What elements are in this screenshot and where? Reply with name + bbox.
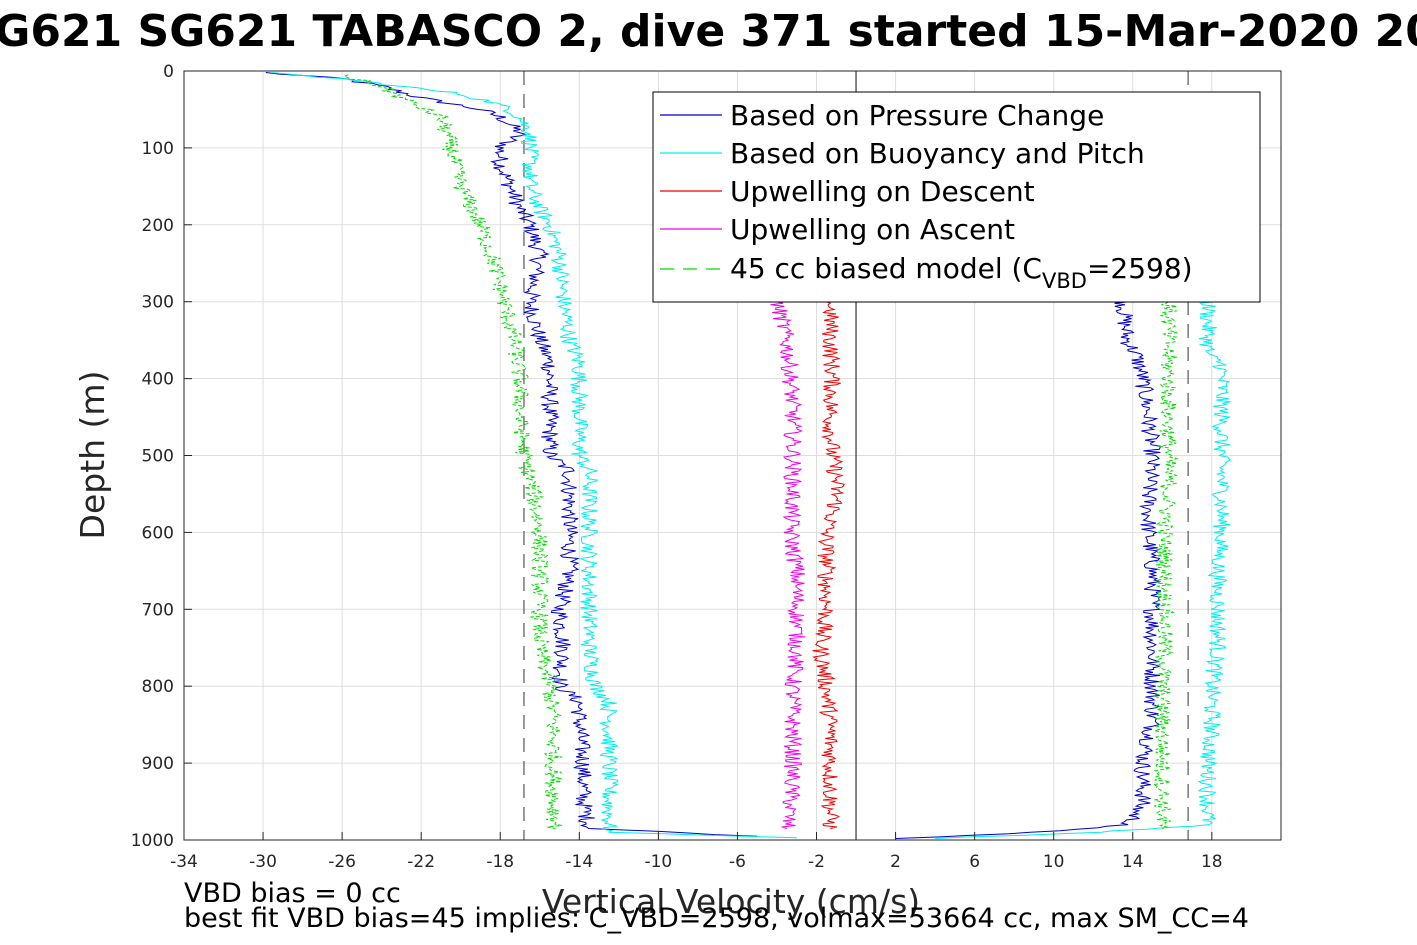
series-line-model [1151, 301, 1179, 829]
legend-label-pressure: Based on Pressure Change [730, 99, 1104, 132]
x-tick-label: 10 [1043, 852, 1065, 872]
legend-label-model-sub: VBD [1042, 269, 1087, 293]
y-tick-label: 600 [142, 523, 174, 543]
x-tick-label: -14 [565, 852, 593, 872]
y-tick-label: 900 [142, 754, 174, 774]
y-tick-label: 500 [142, 447, 174, 467]
x-axis-label: Vertical Velocity (cm/s) [542, 882, 920, 921]
x-tick-label: -18 [486, 852, 514, 872]
y-tick-label: 800 [142, 677, 174, 697]
x-tick-label: -34 [170, 852, 198, 872]
y-tick-label: 200 [142, 216, 174, 236]
x-tick-label: -30 [249, 852, 277, 872]
legend-label-model-end: =2598) [1087, 252, 1193, 285]
legend-label-model-main: 45 cc biased model (C [730, 252, 1042, 285]
y-tick-label: 300 [142, 293, 174, 313]
vbd-bias-note: VBD bias = 0 cc [184, 878, 401, 909]
x-tick-label: -6 [729, 852, 746, 872]
legend-label-model: 45 cc biased model (CVBD=2598) [730, 252, 1193, 293]
series-layer [265, 72, 1232, 839]
legend-box [652, 91, 1261, 303]
series-line-pressure [895, 301, 1162, 839]
series-line-buoyancy [935, 301, 1232, 839]
best-fit-note: best fit VBD bias=45 implies: C_VBD=2598… [184, 903, 1249, 934]
y-tick-label: 700 [142, 600, 174, 620]
y-tick-label: 100 [142, 139, 174, 159]
y-tick-label: 400 [142, 370, 174, 390]
x-tick-label: -2 [808, 852, 825, 872]
x-tick-label: -10 [644, 852, 672, 872]
y-tick-label: 0 [163, 62, 174, 82]
x-tick-label: 2 [890, 852, 901, 872]
x-tick-label: 6 [969, 852, 980, 872]
legend: Based on Pressure Change Based on Buoyan… [652, 91, 1261, 303]
series-line-ascent [770, 301, 806, 829]
series-line-buoyancy [271, 72, 797, 839]
series-line-pressure [265, 72, 758, 837]
y-tick-label: 1000 [131, 831, 174, 851]
legend-label-ascent: Upwelling on Ascent [730, 213, 1015, 246]
series-line-descent [812, 301, 845, 829]
y-axis-label: Depth (m) [73, 371, 112, 540]
legend-label-buoyancy: Based on Buoyancy and Pitch [730, 137, 1145, 170]
axis-ticks: -34 -30 -26 -22 -18 -14 -10 -6 -2 2 6 10 14 180100200… [131, 62, 1223, 872]
x-tick-label: 14 [1122, 852, 1144, 872]
x-tick-label: -22 [407, 852, 435, 872]
chart-title: SG621 SG621 TABASCO 2, dive 371 started … [0, 6, 1417, 57]
x-tick-label: 18 [1201, 852, 1223, 872]
x-tick-label: -26 [328, 852, 356, 872]
legend-label-descent: Upwelling on Descent [730, 175, 1035, 208]
